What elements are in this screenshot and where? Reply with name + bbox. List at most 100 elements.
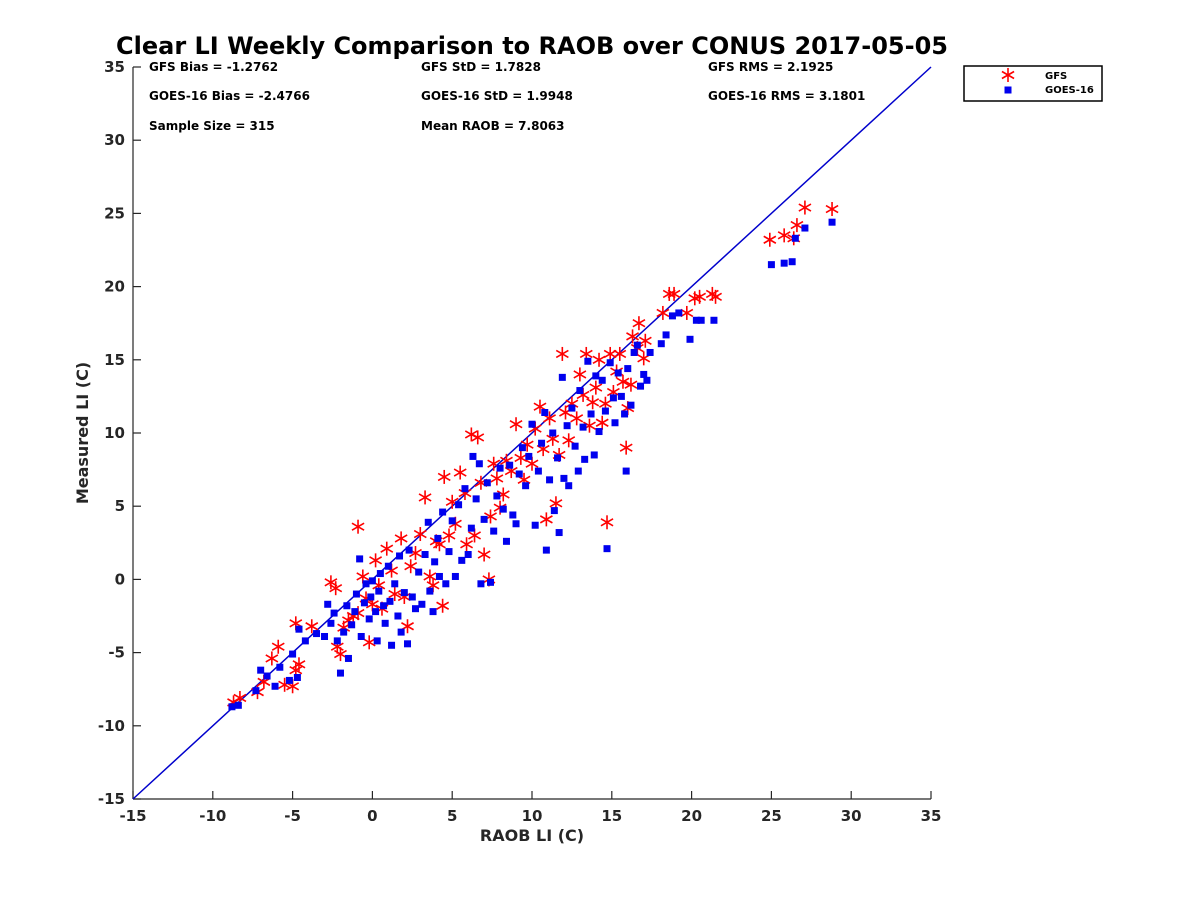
asterisk-stroke — [458, 488, 472, 498]
goes16-point — [592, 372, 600, 380]
goes16-point — [534, 467, 542, 475]
gfs-point — [790, 218, 804, 233]
goes16-point — [327, 619, 335, 627]
stat-sample-size: Sample Size = 315 — [149, 119, 275, 133]
y-tick-label: 35 — [104, 58, 125, 76]
goes16-point — [621, 410, 629, 418]
asterisk-stroke — [362, 638, 376, 647]
goes16-point — [828, 218, 836, 226]
asterisk-stroke — [656, 308, 670, 318]
gfs-point — [589, 380, 603, 395]
asterisk-stroke — [576, 390, 590, 400]
goes16-point — [365, 615, 373, 623]
asterisk-stroke — [257, 677, 271, 687]
goes16-point — [788, 258, 796, 266]
asterisk-stroke — [667, 289, 681, 299]
goes16-series — [228, 218, 836, 711]
asterisk-stroke — [525, 459, 539, 468]
goes16-point — [622, 467, 630, 475]
goes16-point — [710, 316, 718, 324]
gfs-point — [380, 541, 394, 556]
gfs-point — [555, 346, 569, 361]
asterisk-stroke — [606, 387, 620, 397]
gfs-point — [413, 527, 427, 542]
asterisk-stroke — [324, 578, 338, 587]
goes16-point — [464, 551, 472, 559]
goes16-point — [352, 590, 360, 598]
asterisk-stroke — [271, 642, 285, 651]
gfs-point — [763, 232, 777, 247]
goes16-point — [477, 580, 485, 588]
gfs-point — [477, 547, 491, 562]
goes16-point — [257, 666, 265, 674]
plot-axes: -15 -10 -5 0 5 10 15 20 25 30 35 -15 -10 -5 0 5 10 15 20 25… — [98, 58, 942, 825]
stat-gfs-bias: GFS Bias = -1.2762 — [149, 60, 278, 74]
goes16-point — [467, 524, 475, 532]
goes16-point — [568, 404, 576, 412]
goes16-point — [643, 376, 651, 384]
gfs-point — [509, 417, 523, 432]
stat-gfs-std: GFS StD = 1.7828 — [421, 60, 541, 74]
goes16-point — [391, 580, 399, 588]
asterisk-stroke — [286, 682, 300, 691]
goes16-point — [276, 663, 284, 671]
gfs-point — [637, 351, 651, 366]
gfs-point — [394, 531, 408, 546]
gfs-point — [798, 200, 812, 215]
goes16-point — [662, 331, 670, 339]
goes16-point — [469, 452, 477, 460]
asterisk-stroke — [437, 472, 451, 482]
asterisk-stroke — [265, 654, 279, 663]
x-tick-label: -10 — [199, 807, 226, 825]
goes16-point — [493, 492, 501, 500]
goes16-point — [668, 312, 676, 320]
asterisk-stroke — [598, 399, 612, 408]
goes16-point — [587, 410, 595, 418]
goes16-point — [531, 521, 539, 529]
asterisk-stroke — [460, 540, 474, 549]
gfs-point — [401, 619, 414, 634]
goes16-point — [396, 552, 404, 560]
goes16-point — [697, 316, 705, 324]
goes16-point — [571, 442, 579, 450]
gfs-point — [305, 619, 319, 634]
gfs-point — [423, 569, 437, 584]
y-tick-label: 25 — [104, 204, 125, 222]
legend-goes16-marker — [1004, 86, 1012, 94]
asterisk-stroke — [570, 414, 584, 423]
gfs-point — [292, 657, 306, 672]
goes16-point — [372, 608, 380, 616]
goes16-point — [375, 587, 383, 595]
goes16-point — [340, 628, 348, 636]
asterisk-stroke — [528, 424, 542, 433]
goes16-point — [512, 520, 520, 528]
goes16-point — [336, 669, 344, 677]
asterisk-stroke — [423, 572, 437, 581]
gfs-point — [490, 471, 504, 486]
gfs-point — [592, 352, 606, 367]
stat-goes-rms: GOES-16 RMS = 3.1801 — [708, 89, 865, 103]
goes16-point — [376, 570, 384, 578]
asterisk-stroke — [418, 493, 432, 502]
goes16-point — [408, 593, 416, 601]
asterisk-stroke — [413, 529, 427, 539]
legend-asterisk — [1001, 68, 1015, 82]
asterisk-stroke — [401, 622, 414, 631]
asterisk-stroke — [514, 453, 528, 463]
gfs-point — [514, 450, 528, 465]
gfs-point — [709, 289, 723, 304]
asterisk-stroke — [409, 548, 422, 558]
goes16-point — [584, 357, 592, 365]
asterisk-stroke — [549, 499, 563, 508]
goes16-point — [362, 580, 370, 588]
asterisk-stroke — [289, 665, 303, 675]
asterisk-stroke — [798, 203, 812, 212]
gfs-point — [638, 333, 652, 348]
legend-gfs-label: GFS — [1045, 71, 1067, 82]
goes16-point — [252, 687, 260, 695]
stat-mean-raob: Mean RAOB = 7.8063 — [421, 119, 565, 133]
goes16-point — [285, 676, 293, 684]
x-tick-label: 0 — [367, 807, 377, 825]
gfs-point — [471, 430, 485, 445]
gfs-point — [437, 469, 451, 484]
